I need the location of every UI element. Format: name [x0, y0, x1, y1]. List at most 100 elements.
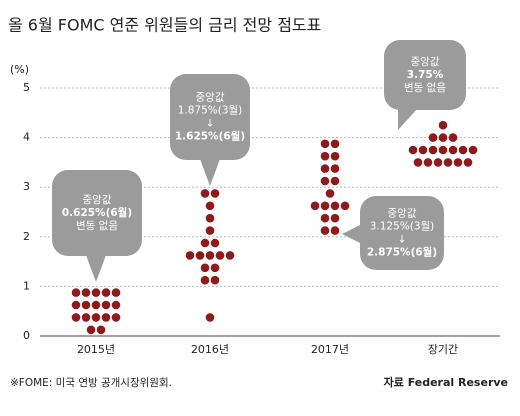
- dot: [71, 313, 81, 322]
- dot: [320, 201, 330, 211]
- dot: [96, 325, 106, 335]
- dot: [185, 251, 195, 260]
- dot: [101, 300, 111, 310]
- dot: [340, 201, 350, 211]
- callout-bubble: [52, 170, 142, 256]
- dot: [428, 133, 438, 142]
- x-tick-label: 2017년: [311, 343, 349, 356]
- dot: [86, 325, 96, 335]
- footnote: ※FOME: 미국 연방 공개시장위원회.: [10, 376, 172, 389]
- dot: [418, 145, 428, 155]
- y-tick-label: 4: [23, 131, 30, 144]
- dot: [81, 288, 91, 297]
- dot: [433, 158, 443, 167]
- callout-tail: [200, 159, 220, 186]
- callout-bubble: [384, 40, 466, 110]
- dot: [428, 145, 438, 155]
- callout-text: 중앙값: [411, 56, 440, 68]
- callout-text: 0.625%(6월): [62, 206, 132, 219]
- dot: [330, 213, 340, 223]
- dot: [101, 288, 111, 297]
- dot: [423, 158, 433, 167]
- dot: [453, 158, 463, 167]
- dot: [210, 189, 220, 198]
- dot: [200, 189, 210, 198]
- dot: [438, 120, 448, 130]
- dot: [210, 275, 220, 285]
- dot: [320, 176, 330, 186]
- dot: [325, 189, 335, 198]
- y-axis-label: (%): [10, 63, 29, 76]
- dot: [81, 313, 91, 322]
- callout-tail: [398, 108, 418, 130]
- dot: [330, 226, 340, 235]
- callout-text: 중앙값: [388, 208, 417, 220]
- callout-text: 1.875%(3월): [178, 105, 243, 117]
- dot: [330, 164, 340, 173]
- callout-text: 변동 없음: [76, 219, 118, 232]
- x-tick-label: 2015년: [77, 343, 115, 356]
- y-tick-label: 0: [23, 329, 30, 342]
- y-tick-label: 5: [23, 81, 30, 94]
- dot: [205, 201, 215, 211]
- dot: [330, 139, 340, 149]
- dot: [448, 145, 458, 155]
- dot: [463, 158, 473, 167]
- y-tick-label: 1: [23, 279, 30, 292]
- chart-title: 올 6월 FOMC 연준 위원들의 금리 전망 점도표: [8, 16, 321, 35]
- dot: [468, 145, 478, 155]
- dot: [320, 164, 330, 173]
- dot: [443, 158, 453, 167]
- x-tick-label: 장기간: [428, 343, 458, 356]
- dot: [320, 226, 330, 235]
- dot: [210, 263, 220, 273]
- dot: [205, 251, 215, 260]
- dot: [205, 313, 215, 322]
- dot: [330, 176, 340, 186]
- dot: [205, 226, 215, 235]
- callout-text: 3.125%(3월): [370, 221, 435, 233]
- dot: [200, 275, 210, 285]
- dot: [458, 145, 468, 155]
- y-tick-label: 2: [23, 230, 30, 243]
- callout-bubble: [360, 196, 444, 270]
- dot: [71, 288, 81, 297]
- callout-bubble: [170, 74, 250, 160]
- y-tick-label: 3: [23, 180, 30, 193]
- dot: [448, 133, 458, 142]
- dot: [71, 300, 81, 310]
- callout-tail: [342, 224, 362, 244]
- dot: [200, 263, 210, 273]
- dot: [438, 145, 448, 155]
- callout-text: 1.625%(6월): [175, 130, 245, 143]
- callout-text: ↓: [398, 234, 407, 246]
- dot: [408, 145, 418, 155]
- dot: [111, 300, 121, 310]
- dot: [320, 213, 330, 223]
- dot: [205, 213, 215, 223]
- callout-text: 2.875%(6월): [367, 246, 437, 259]
- callout-text: 변동 없음: [404, 81, 446, 94]
- dot: [438, 133, 448, 142]
- dot: [111, 313, 121, 322]
- dot: [101, 313, 111, 322]
- dot: [91, 300, 101, 310]
- dot: [81, 300, 91, 310]
- dot: [320, 151, 330, 161]
- callout-text: 중앙값: [83, 194, 112, 206]
- callout-tail: [86, 255, 106, 282]
- dot: [330, 151, 340, 161]
- callout-text: ↓: [206, 118, 215, 130]
- x-tick-label: 2016년: [191, 343, 229, 356]
- dot: [310, 201, 320, 211]
- callout-text: 중앙값: [196, 92, 225, 104]
- dot: [330, 201, 340, 211]
- dot: [320, 139, 330, 149]
- dot: [413, 158, 423, 167]
- dot: [91, 313, 101, 322]
- source: 자료 Federal Reserve: [384, 375, 508, 389]
- dot: [111, 288, 121, 297]
- dot: [91, 288, 101, 297]
- dot: [210, 238, 220, 248]
